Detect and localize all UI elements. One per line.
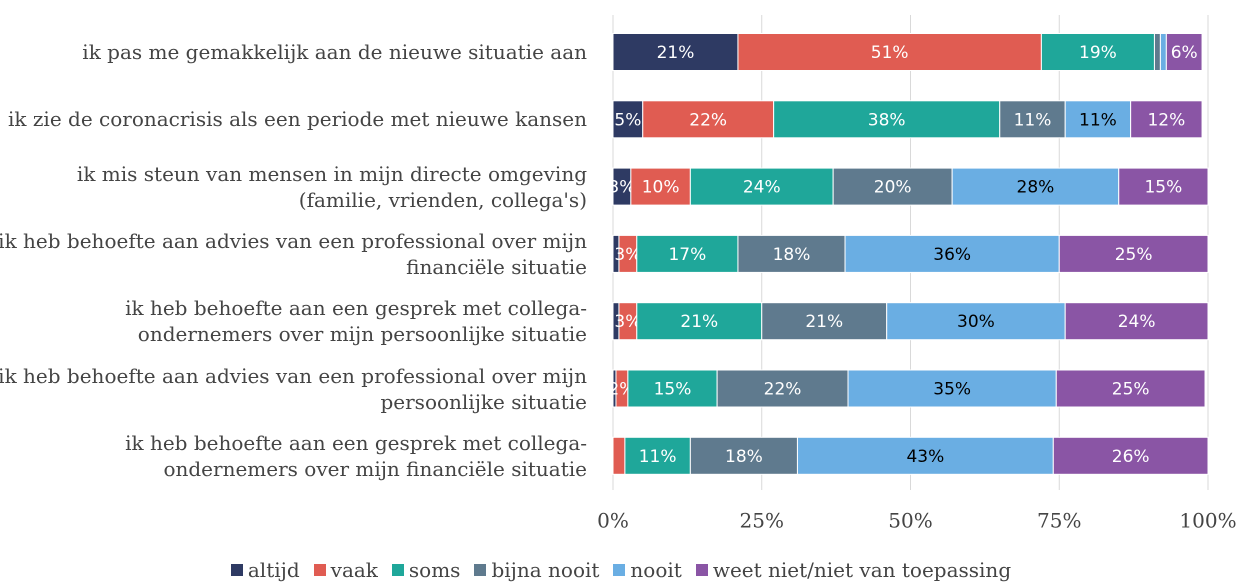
bar-segment [689, 167, 834, 206]
legend-label: altijd [247, 558, 300, 582]
data-label: 19% [1079, 43, 1117, 63]
bar-segment [1118, 167, 1209, 206]
bar-segment [636, 302, 763, 341]
bar-segment [1165, 33, 1203, 71]
legend-label: vaak [330, 558, 378, 582]
legend-label: bijna nooit [491, 558, 600, 582]
bar-segment [1055, 369, 1206, 408]
data-label: 5% [614, 110, 641, 130]
data-label: 3% [614, 312, 641, 332]
data-label: 24% [743, 178, 781, 198]
data-label: 6% [1171, 43, 1198, 63]
x-tick-label: 100% [1179, 509, 1236, 533]
legend-swatch [474, 564, 487, 576]
data-label: 15% [654, 380, 692, 400]
data-label: 21% [805, 312, 843, 332]
bar-segment [761, 302, 888, 341]
data-label: 38% [868, 110, 906, 130]
bar-segment [1159, 33, 1167, 71]
data-label: 28% [1017, 178, 1055, 198]
category-label: ik pas me gemakkelijk aan de nieuwe situ… [82, 40, 587, 64]
data-label: 18% [725, 447, 763, 467]
data-label: 24% [1118, 312, 1156, 332]
bar-segment [1064, 100, 1132, 139]
legend-item: vaak [313, 558, 378, 582]
legend-swatch [313, 564, 326, 576]
bar-segment [612, 33, 739, 71]
data-label: 18% [773, 245, 811, 265]
legend-label: nooit [630, 558, 682, 582]
data-label: 43% [906, 447, 944, 467]
category-label: ik heb behoefte aan advies van een profe… [0, 363, 587, 414]
bar-segment [1130, 100, 1203, 139]
data-label: 21% [657, 43, 695, 63]
bar-segment [627, 369, 718, 408]
data-label: 51% [871, 43, 909, 63]
legend-item: nooit [613, 558, 682, 582]
bar-segment [1058, 234, 1209, 273]
legend-item: soms [391, 558, 461, 582]
bar-segment [847, 369, 1057, 408]
bar-segment [1064, 302, 1209, 341]
data-label: 12% [1147, 110, 1185, 130]
legend-swatch [391, 564, 404, 576]
bar-segment [612, 100, 644, 139]
bar-segment [886, 302, 1066, 341]
bar-segment [716, 369, 849, 408]
data-label: 11% [639, 447, 677, 467]
data-label: 36% [933, 245, 971, 265]
category-label: ik heb behoefte aan een gesprek met coll… [125, 296, 587, 347]
bar-segment [844, 234, 1060, 273]
bar-segment [1052, 436, 1209, 475]
bar-segment [612, 436, 626, 475]
bar-segment [636, 234, 739, 273]
data-label: 35% [933, 380, 971, 400]
bar-segment [642, 100, 775, 139]
x-tick-label: 25% [740, 509, 784, 533]
data-label: 20% [874, 178, 912, 198]
legend-item: altijd [230, 558, 300, 582]
data-label: 3% [614, 245, 641, 265]
x-tick-label: 50% [888, 509, 932, 533]
data-label: 22% [689, 110, 727, 130]
data-label: 22% [764, 380, 802, 400]
data-label: 3% [608, 178, 635, 198]
bar-segment [737, 33, 1042, 71]
legend-item: bijna nooit [474, 558, 599, 582]
data-label: 11% [1079, 110, 1117, 130]
bar-segment [1153, 33, 1161, 71]
legend-swatch [695, 564, 708, 576]
data-label: 15% [1144, 178, 1182, 198]
data-label: 21% [680, 312, 718, 332]
x-tick-label: 0% [597, 509, 629, 533]
category-label: ik heb behoefte aan advies van een profe… [0, 228, 587, 279]
legend-swatch [613, 564, 626, 576]
category-label: ik zie de coronacrisis als een periode m… [8, 107, 587, 132]
data-label: 17% [668, 245, 706, 265]
bar-segment [951, 167, 1120, 206]
legend-label: soms [408, 558, 461, 582]
data-label: 11% [1014, 110, 1052, 130]
legend-swatch [230, 564, 243, 576]
bar-segment [630, 167, 691, 206]
data-label: 25% [1112, 380, 1150, 400]
bar-segment [832, 167, 953, 206]
data-label: 26% [1112, 447, 1150, 467]
data-label: 30% [957, 312, 995, 332]
bar-segment [689, 436, 798, 475]
data-label: 10% [642, 178, 680, 198]
data-label: 25% [1115, 245, 1153, 265]
bar-segment [773, 100, 1001, 139]
legend-item: weet niet/niet van toepassing [695, 558, 1012, 582]
legend-label: weet niet/niet van toepassing [712, 558, 1012, 582]
category-label: ik heb behoefte aan een gesprek met coll… [125, 430, 587, 481]
legend: altijd vaak soms bijna nooit nooit weet niet/… [0, 558, 1242, 582]
category-label: ik mis steun van mensen in mijn directe … [76, 161, 587, 212]
bar-segment [1040, 33, 1155, 71]
x-tick-label: 75% [1037, 509, 1081, 533]
